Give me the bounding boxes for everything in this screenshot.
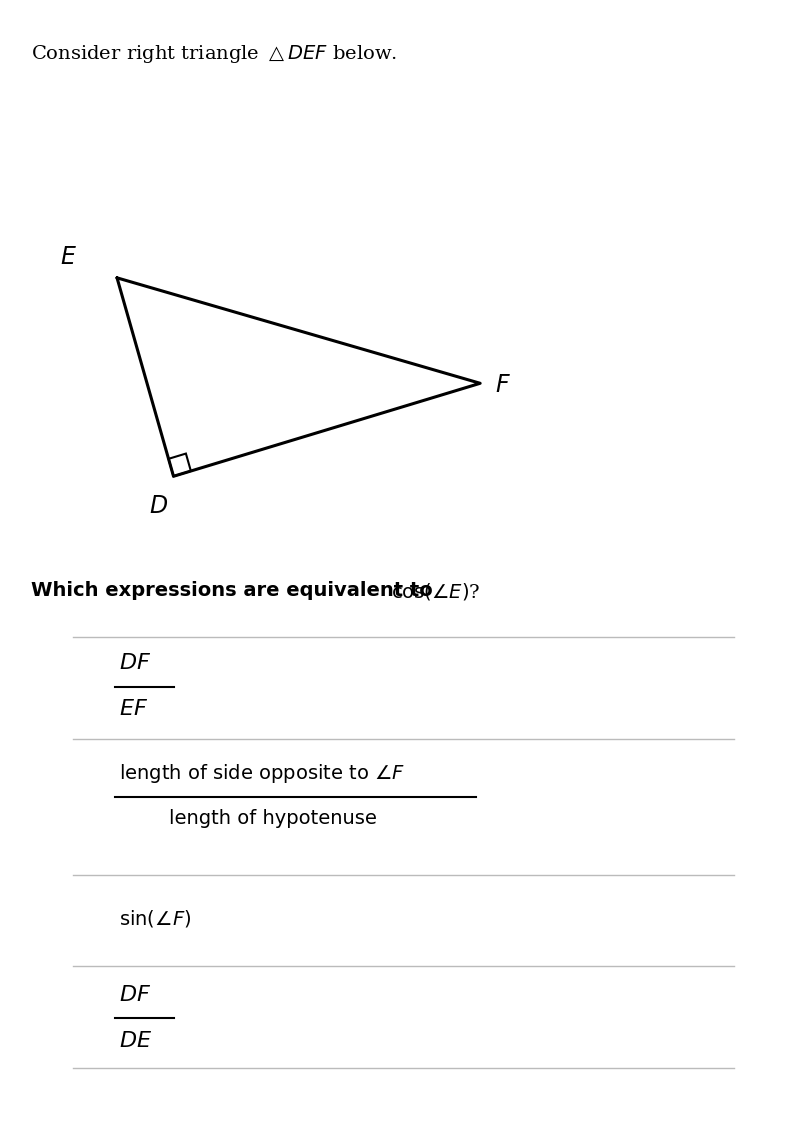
Text: Consider right triangle $\triangle DEF$ below.: Consider right triangle $\triangle DEF$ … <box>31 43 397 65</box>
Text: $\sin(\angle F)$: $\sin(\angle F)$ <box>119 908 191 929</box>
Text: $DF$: $DF$ <box>119 983 152 1006</box>
Text: $\cos(\angle E)$?: $\cos(\angle E)$? <box>391 581 481 602</box>
Text: $DF$: $DF$ <box>119 652 152 675</box>
Text: $D$: $D$ <box>149 496 169 518</box>
Text: $F$: $F$ <box>495 374 511 397</box>
Text: $E$: $E$ <box>61 246 77 269</box>
Text: Which expressions are equivalent to: Which expressions are equivalent to <box>31 581 439 600</box>
Text: length of side opposite to $\angle F$: length of side opposite to $\angle F$ <box>119 762 406 785</box>
Text: length of hypotenuse: length of hypotenuse <box>169 810 378 828</box>
Text: $EF$: $EF$ <box>119 697 148 720</box>
Text: $DE$: $DE$ <box>119 1030 153 1052</box>
